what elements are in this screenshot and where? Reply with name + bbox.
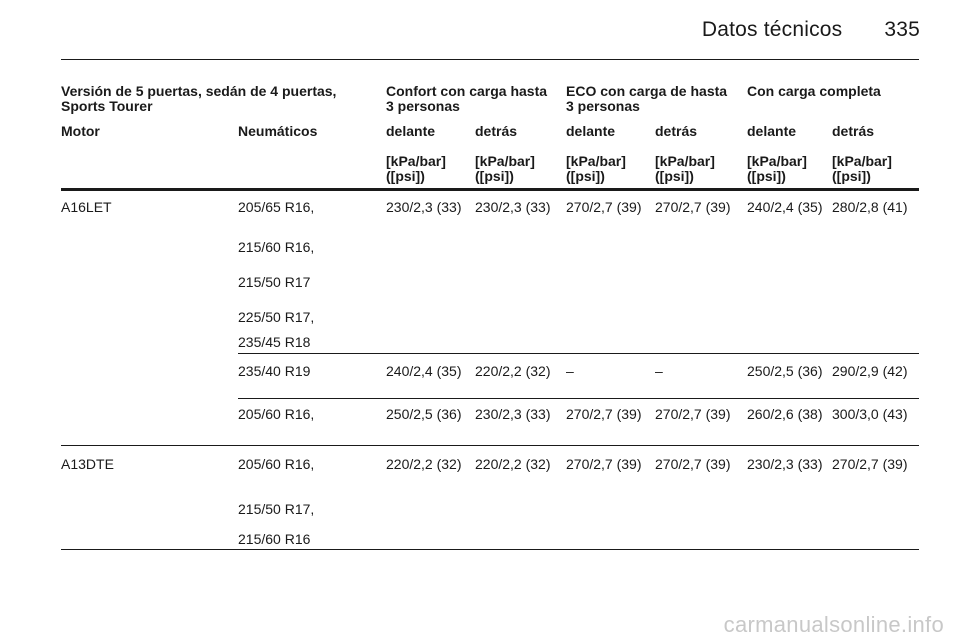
pressure-cell: 270/2,7 (39)	[566, 406, 642, 422]
column-header: detrás	[655, 123, 698, 139]
header-rule	[61, 59, 919, 60]
pressure-cell: 270/2,7 (39)	[655, 406, 731, 422]
group-header: ECO con carga de hasta 3 personas	[566, 83, 728, 114]
pressure-cell: 270/2,7 (39)	[832, 456, 908, 472]
page-header: Datos técnicos 335	[702, 18, 920, 42]
table-rule	[238, 353, 919, 354]
pressure-cell: 270/2,7 (39)	[655, 199, 731, 215]
pressure-cell: 270/2,7 (39)	[566, 456, 642, 472]
tyre-cell: 215/60 R16	[238, 531, 311, 547]
group-header: Confort con carga hasta 3 personas	[386, 83, 548, 114]
tyre-cell: 205/60 R16,	[238, 406, 315, 422]
pressure-cell: 250/2,5 (36)	[747, 363, 823, 379]
pressure-cell: 220/2,2 (32)	[475, 363, 551, 379]
column-header: Motor	[61, 123, 100, 139]
pressure-cell: 270/2,7 (39)	[566, 199, 642, 215]
pressure-cell: 260/2,6 (38)	[747, 406, 823, 422]
pressure-cell: 230/2,3 (33)	[475, 199, 551, 215]
section-title: Datos técnicos	[701, 18, 843, 41]
tyre-cell: 235/40 R19	[238, 363, 311, 379]
pressure-cell: –	[566, 363, 574, 379]
column-header: delante	[566, 123, 616, 139]
pressure-cell: 220/2,2 (32)	[386, 456, 462, 472]
pressure-cell: 220/2,2 (32)	[475, 456, 551, 472]
group-header: Versión de 5 puertas, sedán de 4 puertas…	[61, 83, 337, 114]
tyre-cell: 225/50 R17,	[238, 309, 315, 325]
pressure-cell: 280/2,8 (41)	[832, 199, 908, 215]
engine-cell: A16LET	[61, 199, 112, 215]
column-header: detrás	[832, 123, 875, 139]
unit-label: [kPa/bar] ([psi])	[832, 153, 892, 184]
tyre-cell: 215/50 R17	[238, 274, 311, 290]
pressure-cell: 230/2,3 (33)	[475, 406, 551, 422]
pressure-cell: 240/2,4 (35)	[747, 199, 823, 215]
table-rule	[61, 549, 919, 550]
table-rule	[61, 445, 919, 446]
tyre-cell: 215/50 R17,	[238, 501, 315, 517]
pressure-cell: 250/2,5 (36)	[386, 406, 462, 422]
table-rule	[61, 188, 919, 191]
pressure-cell: 230/2,3 (33)	[747, 456, 823, 472]
table-rule	[238, 398, 919, 399]
column-header: detrás	[475, 123, 518, 139]
group-header: Con carga completa	[747, 83, 881, 99]
tyre-cell: 215/60 R16,	[238, 239, 315, 255]
unit-label: [kPa/bar] ([psi])	[655, 153, 715, 184]
pressure-cell: 300/3,0 (43)	[832, 406, 908, 422]
tyre-cell: 205/60 R16,	[238, 456, 315, 472]
tyre-cell: 235/45 R18	[238, 334, 311, 350]
pressure-cell: 270/2,7 (39)	[655, 456, 731, 472]
pressure-cell: –	[655, 363, 663, 379]
pressure-cell: 240/2,4 (35)	[386, 363, 462, 379]
watermark-text: carmanualsonline.info	[723, 612, 944, 637]
tyre-cell: 205/65 R16,	[238, 199, 315, 215]
engine-cell: A13DTE	[61, 456, 114, 472]
pressure-cell: 230/2,3 (33)	[386, 199, 462, 215]
page-number: 335	[884, 18, 920, 41]
column-header: delante	[747, 123, 797, 139]
unit-label: [kPa/bar] ([psi])	[475, 153, 535, 184]
column-header: Neumáticos	[238, 123, 318, 139]
pressure-cell: 290/2,9 (42)	[832, 363, 908, 379]
column-header: delante	[386, 123, 436, 139]
unit-label: [kPa/bar] ([psi])	[566, 153, 626, 184]
unit-label: [kPa/bar] ([psi])	[747, 153, 807, 184]
unit-label: [kPa/bar] ([psi])	[386, 153, 446, 184]
